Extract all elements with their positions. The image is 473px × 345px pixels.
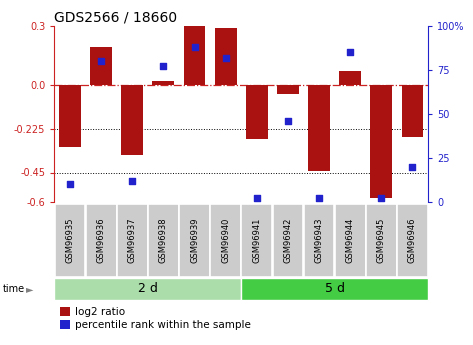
Point xyxy=(377,196,385,201)
Text: GSM96946: GSM96946 xyxy=(408,218,417,263)
Bar xyxy=(339,71,361,85)
Text: time: time xyxy=(2,284,25,294)
Text: GSM96945: GSM96945 xyxy=(377,218,386,263)
Bar xyxy=(54,204,86,277)
Text: GSM96938: GSM96938 xyxy=(159,218,168,264)
Bar xyxy=(304,204,334,277)
Point xyxy=(253,196,261,201)
Text: GSM96944: GSM96944 xyxy=(346,218,355,263)
Point xyxy=(129,178,136,184)
Bar xyxy=(272,204,303,277)
Text: ►: ► xyxy=(26,284,34,294)
Text: GSM96940: GSM96940 xyxy=(221,218,230,263)
Bar xyxy=(117,204,148,277)
Bar xyxy=(402,85,423,137)
Text: 5 d: 5 d xyxy=(324,283,345,295)
Bar xyxy=(335,204,366,277)
Text: GSM96943: GSM96943 xyxy=(315,218,324,263)
Bar xyxy=(184,26,205,85)
Point xyxy=(346,49,354,55)
Bar xyxy=(308,85,330,170)
Bar xyxy=(86,204,116,277)
Bar xyxy=(54,278,241,300)
Text: GSM96937: GSM96937 xyxy=(128,218,137,264)
Bar xyxy=(370,85,392,198)
Bar xyxy=(90,47,112,85)
Point xyxy=(66,181,74,187)
Bar xyxy=(277,85,299,94)
Bar xyxy=(179,204,210,277)
Bar xyxy=(241,204,272,277)
Bar xyxy=(59,85,81,147)
Legend: log2 ratio, percentile rank within the sample: log2 ratio, percentile rank within the s… xyxy=(60,307,251,330)
Point xyxy=(409,164,416,169)
Point xyxy=(284,118,292,124)
Bar xyxy=(397,204,428,277)
Text: GSM96939: GSM96939 xyxy=(190,218,199,263)
Bar xyxy=(246,85,268,139)
Bar xyxy=(148,204,179,277)
Bar xyxy=(210,204,241,277)
Bar xyxy=(152,81,174,85)
Point xyxy=(315,196,323,201)
Text: GSM96936: GSM96936 xyxy=(96,218,105,264)
Point xyxy=(191,44,198,50)
Text: GDS2566 / 18660: GDS2566 / 18660 xyxy=(54,11,177,25)
Point xyxy=(159,63,167,69)
Text: 2 d: 2 d xyxy=(138,283,158,295)
Bar xyxy=(215,28,236,85)
Point xyxy=(222,55,229,60)
Point xyxy=(97,58,105,64)
Text: GSM96941: GSM96941 xyxy=(252,218,261,263)
Bar xyxy=(366,204,397,277)
Text: GSM96942: GSM96942 xyxy=(283,218,292,263)
Text: GSM96935: GSM96935 xyxy=(65,218,74,263)
Bar xyxy=(241,278,428,300)
Bar xyxy=(122,85,143,155)
